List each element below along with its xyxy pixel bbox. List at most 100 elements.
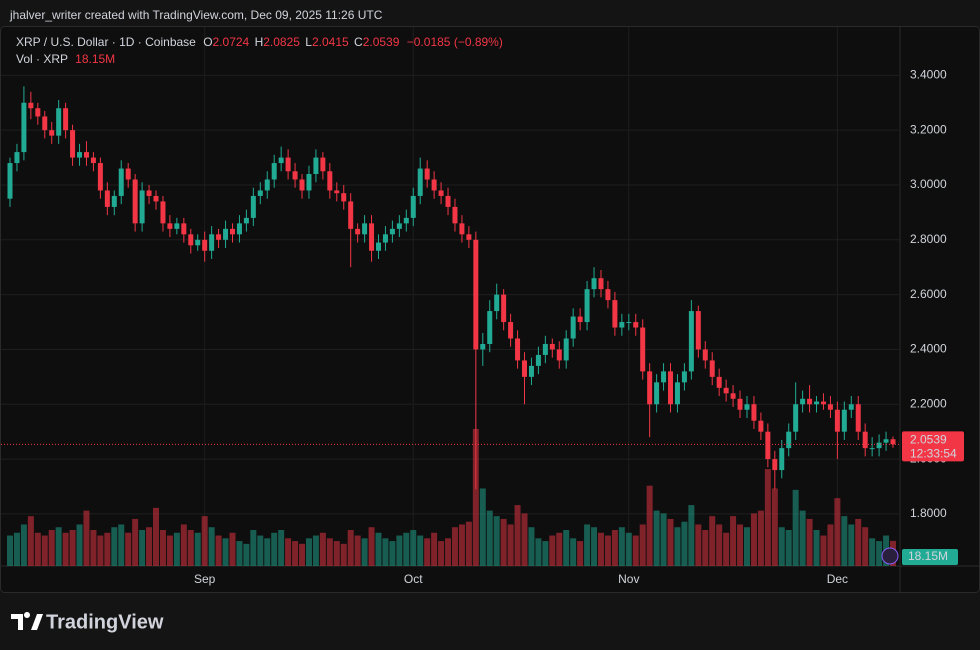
volume-badge-label: 18.15M: [908, 549, 948, 563]
volume-bar: [368, 527, 375, 566]
candle-body: [640, 327, 646, 372]
candle-body: [355, 228, 361, 235]
volume-bar: [584, 524, 591, 566]
volume-bar: [486, 510, 493, 566]
volume-bar: [347, 530, 354, 566]
candle-body: [320, 157, 326, 172]
candle-body: [855, 404, 861, 432]
volume-badge: [902, 549, 958, 565]
candle-body: [285, 157, 291, 172]
volume-bar: [556, 532, 563, 566]
volume-bar: [187, 530, 194, 566]
volume-bar: [799, 510, 806, 566]
ohlc-value: 2.0724: [213, 35, 250, 49]
y-tick-label: 3.0000: [910, 177, 947, 191]
volume-bar: [862, 527, 869, 566]
volume-bar: [354, 535, 361, 566]
legend-line: XRP / U.S. Dollar · 1D · Coinbase O2.072…: [16, 35, 503, 49]
x-tick-label: Nov: [618, 572, 639, 586]
candle-body: [619, 322, 625, 328]
volume-bar: [264, 538, 271, 566]
candle-body: [570, 316, 576, 339]
candle-body: [869, 448, 875, 450]
candle-body: [28, 102, 34, 109]
candle-body: [452, 206, 458, 224]
volume-bar: [194, 532, 201, 566]
candle-body: [216, 234, 222, 240]
volume-bar: [104, 532, 111, 566]
candle-body: [827, 404, 833, 410]
volume-bar: [653, 510, 660, 566]
candle-body: [56, 108, 62, 136]
candle-body: [438, 190, 444, 196]
candle-body: [674, 382, 680, 405]
volume-name: Vol · XRP: [16, 52, 68, 66]
candle-body: [591, 278, 597, 290]
candle-body: [688, 311, 694, 372]
x-tick-label: Oct: [404, 572, 423, 586]
candle-body: [223, 228, 229, 240]
ohlc-value: 2.0825: [263, 35, 300, 49]
y-tick-label: 2.8000: [910, 232, 947, 246]
candle-body: [104, 190, 110, 207]
candle-body: [800, 398, 806, 405]
candle-body: [501, 294, 507, 323]
candle-body: [403, 217, 409, 224]
volume-bar: [848, 524, 855, 566]
candle-body: [772, 459, 778, 471]
volume-bar: [257, 535, 264, 566]
volume-bar: [876, 541, 883, 566]
candle-body: [299, 179, 305, 191]
volume-bar: [69, 530, 76, 566]
candle-body: [90, 157, 96, 164]
candle-body: [702, 349, 708, 361]
candle-body: [125, 168, 131, 180]
volume-bar: [166, 535, 173, 566]
candle-body: [362, 223, 368, 235]
volume-bar: [278, 530, 285, 566]
candle-body: [160, 201, 166, 224]
volume-bar: [771, 488, 778, 566]
change: −0.0185: [407, 35, 451, 49]
x-tick-label: Sep: [194, 572, 216, 586]
volume-bar: [528, 527, 535, 566]
volume-bar: [396, 535, 403, 566]
volume-bar: [333, 541, 340, 566]
volume-bar: [834, 498, 841, 566]
volume-bar: [813, 530, 820, 566]
ohlc-letter: H: [255, 35, 264, 49]
candle-body: [605, 289, 611, 301]
candle-body: [111, 195, 117, 207]
volume-bar: [424, 538, 431, 566]
last-price-badge: [902, 431, 964, 462]
volume-bar: [465, 521, 472, 566]
volume-bar: [292, 541, 299, 566]
volume-bar: [646, 485, 653, 566]
candle-body: [417, 168, 423, 196]
volume-bar: [563, 530, 570, 566]
volume-bar: [27, 516, 34, 566]
candle-body: [841, 409, 847, 432]
candle-body: [515, 338, 521, 361]
volume-bar: [250, 530, 257, 566]
ohlc-value: 2.0539: [363, 35, 400, 49]
candle-body: [709, 360, 715, 377]
candle-body: [63, 108, 69, 131]
volume-bar: [90, 530, 97, 566]
volume-bar: [458, 524, 465, 566]
last-price-label: 2.0539: [910, 432, 947, 446]
x-tick-label: Dec: [827, 572, 848, 586]
candle-body: [97, 163, 103, 191]
candle-body: [424, 168, 430, 180]
candle-body: [528, 365, 534, 377]
volume-bar: [820, 535, 827, 566]
volume-bar: [48, 530, 55, 566]
candle-body: [292, 171, 298, 180]
volume-bar: [285, 538, 292, 566]
volume-bar: [674, 527, 681, 566]
candle-body: [250, 195, 256, 218]
candle-body: [341, 193, 347, 202]
volume-bar: [667, 518, 674, 566]
volume-bar: [451, 527, 458, 566]
plot-area: 1.80002.00002.20002.40002.60002.80003.00…: [1, 27, 964, 586]
